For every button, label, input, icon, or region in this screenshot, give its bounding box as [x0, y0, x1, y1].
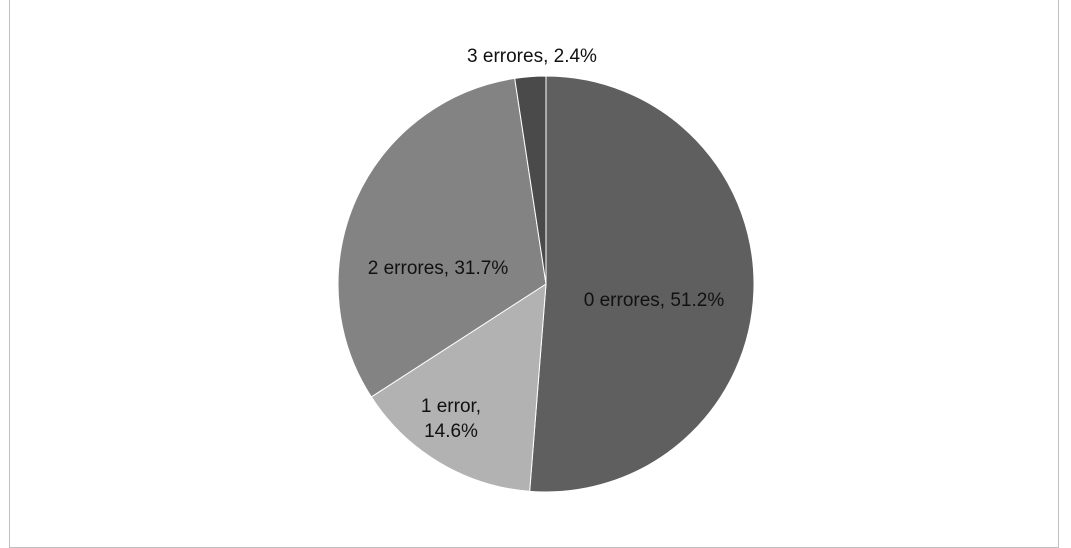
- pie-slices: [337, 75, 755, 493]
- data-label-line: 0 errores, 51.2%: [584, 290, 725, 311]
- pie-slice-1: [370, 283, 547, 492]
- pie-slice-3: [514, 75, 547, 285]
- pie-slice-2: [337, 77, 547, 398]
- data-label-3: 3 errores, 2.4%: [467, 46, 597, 67]
- pie-labels: 0 errores, 51.2% 1 error, 14.6% 2 errores, …: [368, 46, 725, 442]
- data-label-line: 1 error,: [421, 396, 481, 417]
- data-label-line: 3 errores, 2.4%: [467, 46, 597, 67]
- data-label-0: 0 errores, 51.2%: [584, 290, 725, 311]
- data-label-2: 2 errores, 31.7%: [368, 258, 509, 279]
- pie-slice-0: [529, 75, 755, 493]
- data-label-line: 2 errores, 31.7%: [368, 258, 509, 279]
- data-label-1: 1 error, 14.6%: [421, 396, 481, 442]
- data-label-line: 14.6%: [424, 421, 478, 442]
